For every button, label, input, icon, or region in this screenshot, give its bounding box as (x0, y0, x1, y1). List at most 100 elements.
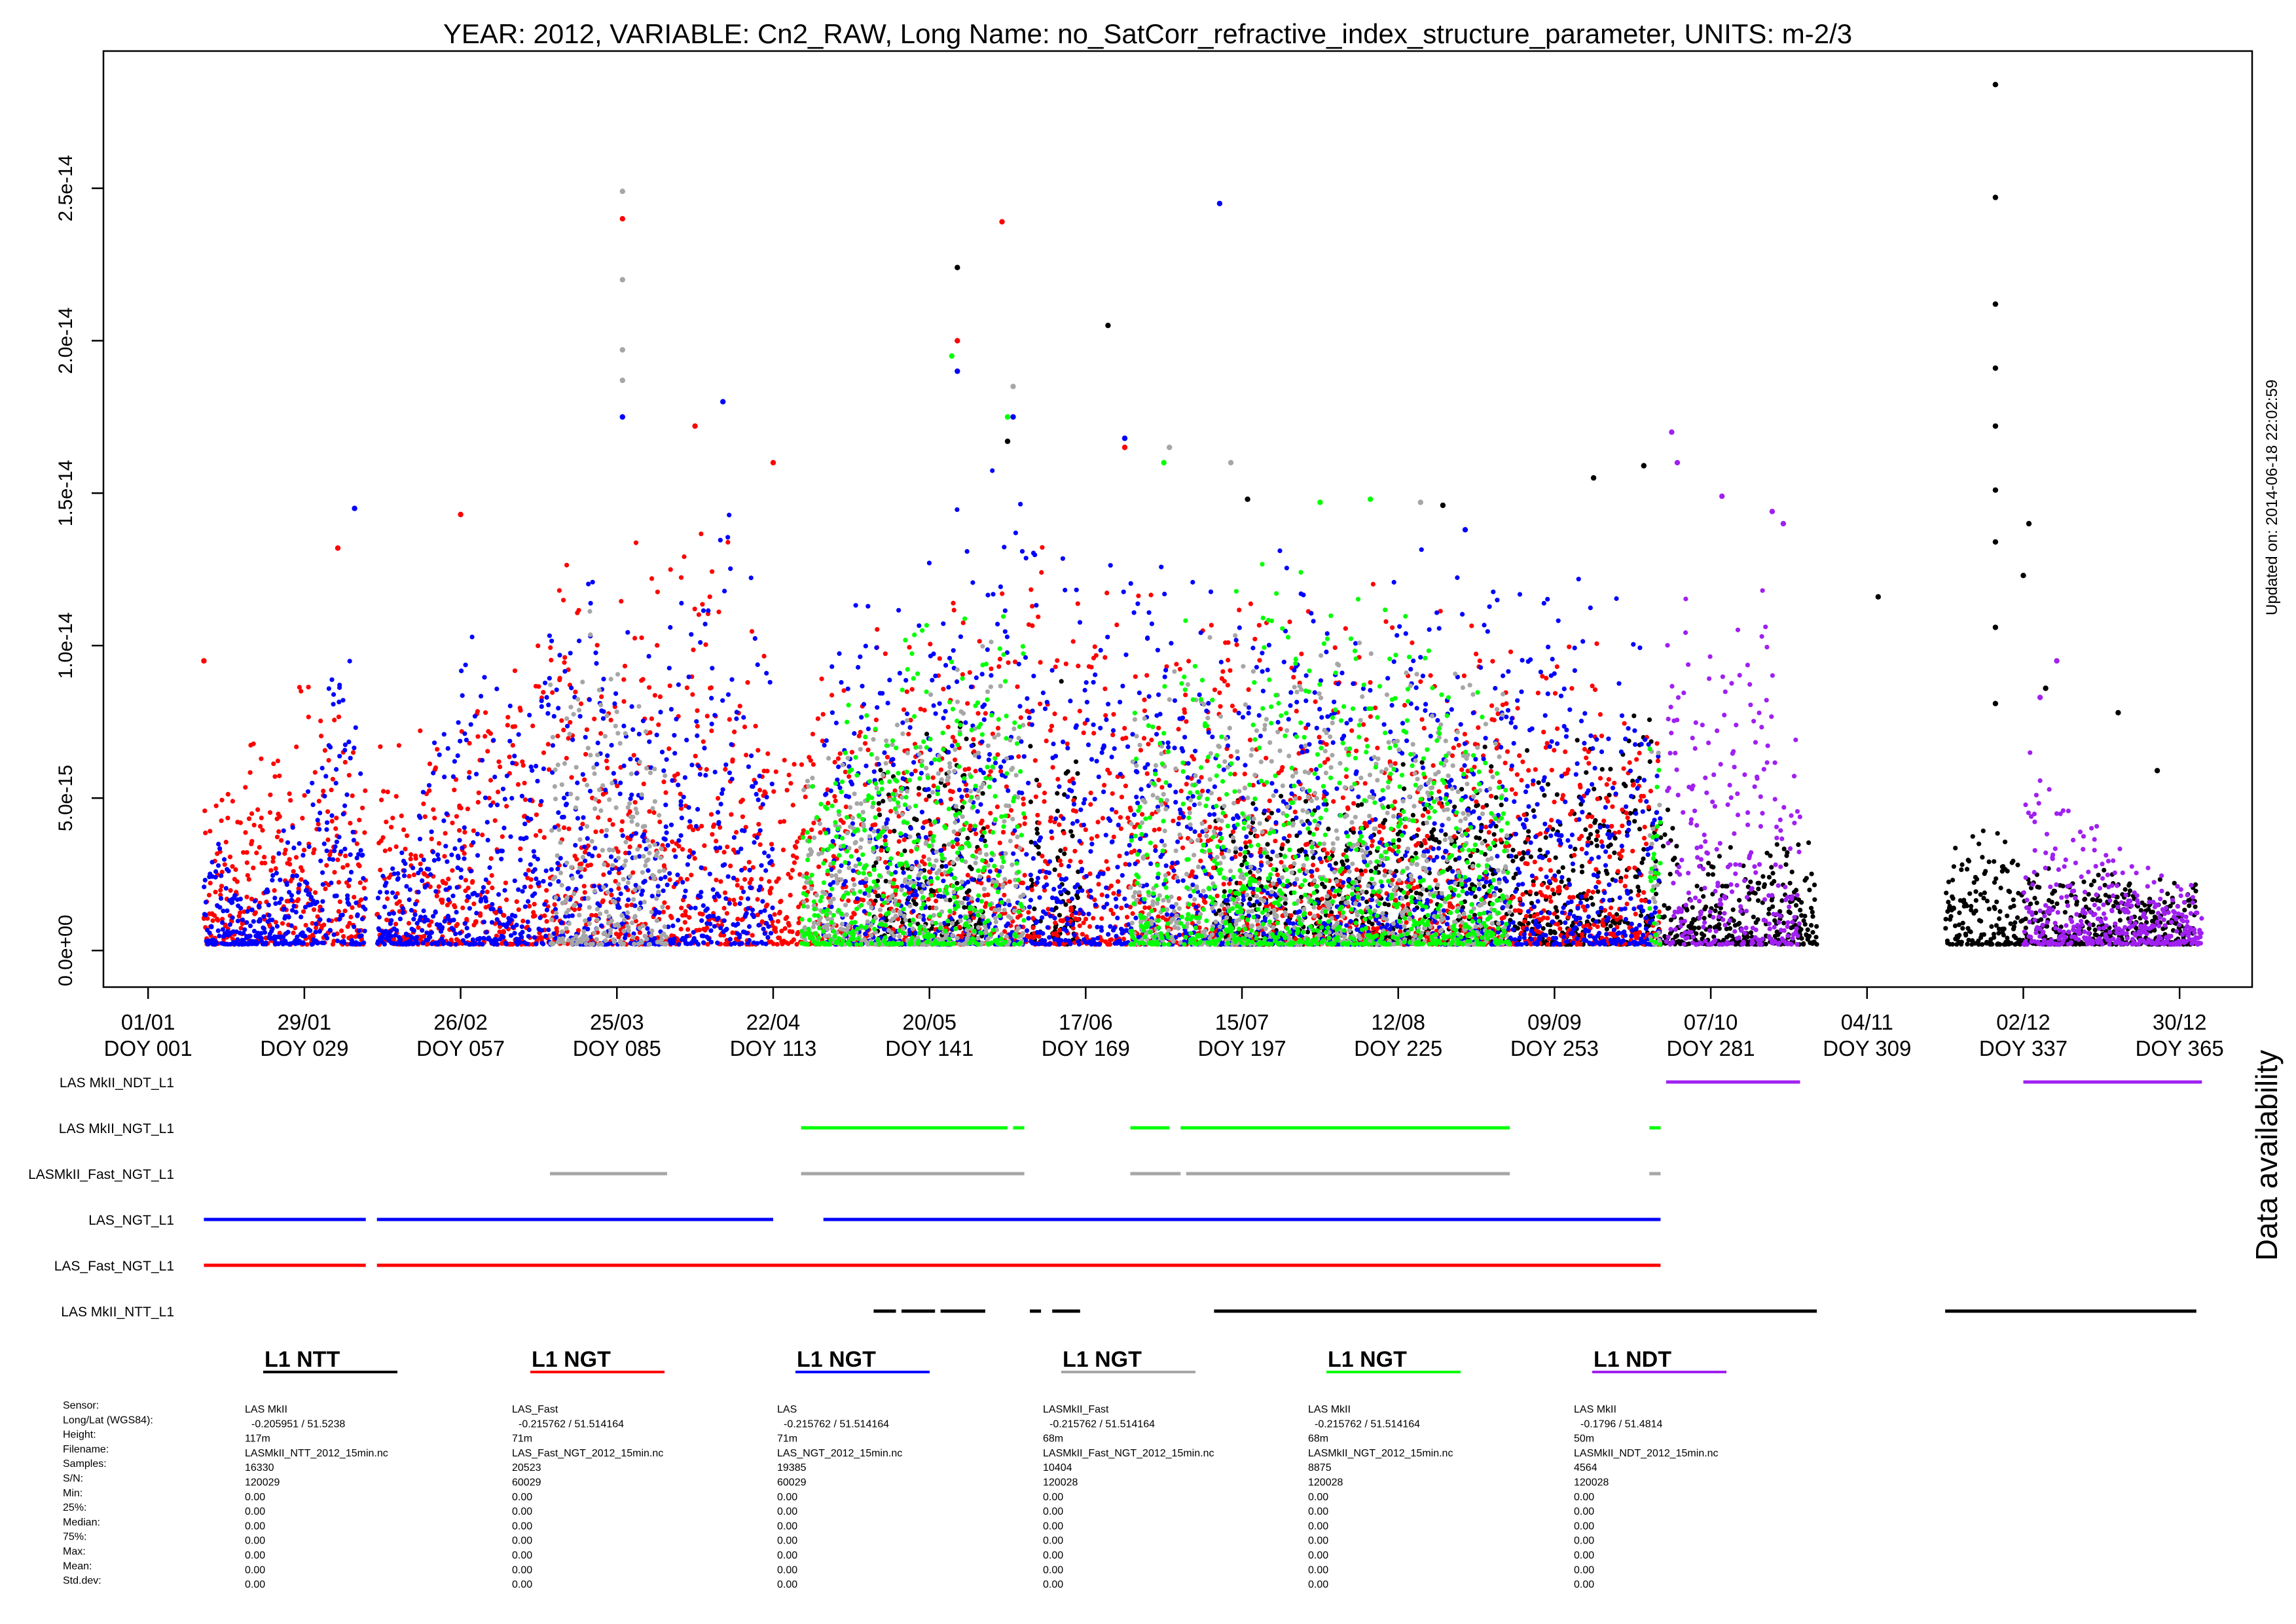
data-point (583, 751, 589, 757)
data-point (1030, 623, 1035, 628)
data-point (1472, 894, 1478, 899)
data-point (1566, 877, 1571, 882)
data-point (1396, 837, 1402, 842)
data-point (1707, 924, 1713, 929)
data-point (2127, 881, 2132, 886)
data-point (312, 770, 318, 775)
data-point (348, 821, 353, 826)
data-point (1559, 879, 1564, 884)
data-point (522, 797, 528, 803)
data-point (665, 905, 670, 910)
data-point (390, 816, 395, 821)
data-point (995, 725, 1001, 731)
data-point (850, 876, 856, 882)
data-point (378, 744, 383, 749)
data-point (1324, 851, 1330, 856)
data-point (1036, 614, 1041, 619)
data-point (2005, 869, 2010, 874)
data-point (1696, 925, 1702, 931)
data-point (2014, 915, 2020, 920)
data-point (1247, 870, 1253, 875)
data-point (1209, 623, 1214, 628)
data-point (1294, 708, 1299, 713)
data-point (1517, 753, 1522, 758)
data-point (325, 837, 331, 842)
data-point (329, 787, 334, 793)
data-point (1639, 860, 1645, 865)
data-point (362, 830, 367, 835)
data-point (1515, 926, 1520, 931)
data-point (979, 818, 985, 823)
data-point (408, 856, 413, 861)
data-point (345, 863, 350, 868)
data-point (1100, 816, 1105, 821)
data-point (1034, 827, 1040, 832)
data-point (1117, 854, 1122, 859)
data-point (2111, 903, 2116, 909)
data-point (1768, 853, 1773, 858)
data-point (794, 855, 799, 860)
data-point (734, 829, 739, 835)
data-point (763, 791, 768, 796)
data-point (530, 723, 536, 729)
data-point (1637, 827, 1643, 832)
data-point (1787, 910, 1793, 915)
data-point (1382, 901, 1387, 907)
data-point (385, 896, 390, 901)
data-point (1998, 886, 2003, 891)
data-point (340, 865, 346, 870)
data-point (418, 728, 423, 733)
data-point (483, 710, 488, 715)
data-point (483, 734, 488, 739)
data-point (794, 839, 799, 844)
data-point (1152, 827, 1157, 833)
data-point (1184, 782, 1189, 787)
data-point (528, 877, 534, 882)
data-point (1423, 840, 1428, 846)
data-point (1694, 884, 1700, 889)
data-point (496, 759, 501, 765)
data-point (799, 762, 804, 767)
data-point (1110, 732, 1116, 738)
data-point (921, 854, 926, 859)
data-point (1793, 888, 1799, 893)
data-point (1702, 916, 1707, 921)
data-point (744, 752, 749, 758)
data-point (1686, 941, 1692, 947)
data-point (967, 670, 972, 675)
data-point (802, 885, 807, 890)
data-point (1509, 787, 1514, 792)
data-point (464, 916, 469, 922)
data-point (1057, 912, 1062, 918)
data-point (1575, 738, 1580, 743)
data-point (1425, 833, 1430, 839)
data-point (931, 783, 936, 789)
data-point (609, 892, 614, 897)
data-point (323, 886, 328, 892)
data-point (1259, 884, 1264, 889)
data-point (818, 830, 823, 835)
data-point (504, 897, 509, 903)
data-point (557, 676, 562, 681)
data-point (843, 804, 848, 810)
data-point (1802, 913, 1808, 919)
data-point (514, 761, 519, 767)
data-point (725, 539, 731, 545)
data-point (1981, 932, 1986, 937)
data-point (1048, 728, 1053, 733)
data-point (1354, 748, 1359, 753)
data-point (1186, 659, 1192, 664)
data-point (2092, 878, 2097, 884)
data-point (263, 860, 268, 866)
data-point (1802, 922, 1808, 927)
data-point (1554, 914, 1560, 920)
data-point (1517, 851, 1522, 856)
data-point (1077, 923, 1082, 928)
data-point (2011, 903, 2016, 909)
data-point (505, 715, 511, 720)
data-point (969, 866, 974, 872)
data-point (685, 876, 690, 882)
data-point (1315, 867, 1320, 873)
data-point (1397, 857, 1402, 863)
data-point (501, 913, 507, 918)
